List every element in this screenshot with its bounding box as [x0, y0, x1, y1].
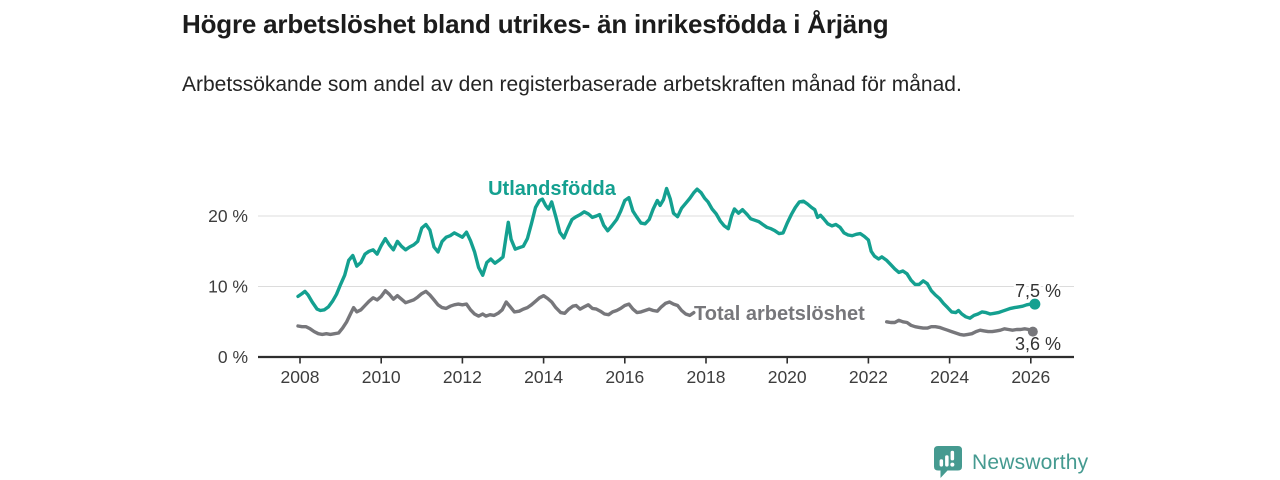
- y-tick-label-0: 0 %: [218, 347, 248, 367]
- x-tick-label-2016: 2016: [605, 367, 644, 387]
- x-tick-label-2008: 2008: [281, 367, 320, 387]
- page-title: Högre arbetslöshet bland utrikes- än inr…: [182, 9, 889, 39]
- x-axis: 2008 2010 2012 2014 2016 2018 2020 2022 2024 2026: [281, 357, 1050, 387]
- newsworthy-wordmark: Newsworthy: [972, 450, 1089, 474]
- utlandsfodda-line: [296, 186, 1037, 320]
- total-line-segment-2: [885, 318, 1035, 337]
- utlandsfodda-series-label: Utlandsfödda: [488, 178, 617, 200]
- utlandsfodda-end-label: 7,5 %: [1015, 281, 1061, 301]
- gridlines: [258, 215, 1074, 287]
- chart-header: Högre arbetslöshet bland utrikes- än inr…: [182, 6, 1082, 100]
- x-tick-label-2024: 2024: [930, 367, 969, 387]
- x-tick-label-2020: 2020: [768, 367, 807, 387]
- utlandsfodda-end-dot: [1029, 298, 1041, 310]
- total-line-segment-1: [296, 289, 696, 337]
- x-tick-label-2022: 2022: [849, 367, 888, 387]
- x-tick-label-2014: 2014: [524, 367, 563, 387]
- total-series-label: Total arbetslöshet: [694, 303, 865, 325]
- x-tick-label-2018: 2018: [687, 367, 726, 387]
- newsworthy-logo[interactable]: Newsworthy: [933, 446, 1088, 479]
- total-end-label: 3,6 %: [1015, 334, 1061, 354]
- x-tick-label-2012: 2012: [443, 367, 482, 387]
- total-end-dot: [1027, 326, 1038, 337]
- page-subtitle: Arbetssökande som andel av den registerb…: [182, 73, 962, 96]
- newsworthy-bar-chart-bubble-icon: [934, 446, 962, 478]
- y-tick-label-20: 20 %: [208, 206, 248, 226]
- y-tick-label-10: 10 %: [208, 277, 248, 297]
- x-tick-label-2026: 2026: [1011, 367, 1050, 387]
- x-tick-label-2010: 2010: [362, 367, 401, 387]
- y-axis-labels: 0 % 10 % 20 %: [208, 206, 248, 367]
